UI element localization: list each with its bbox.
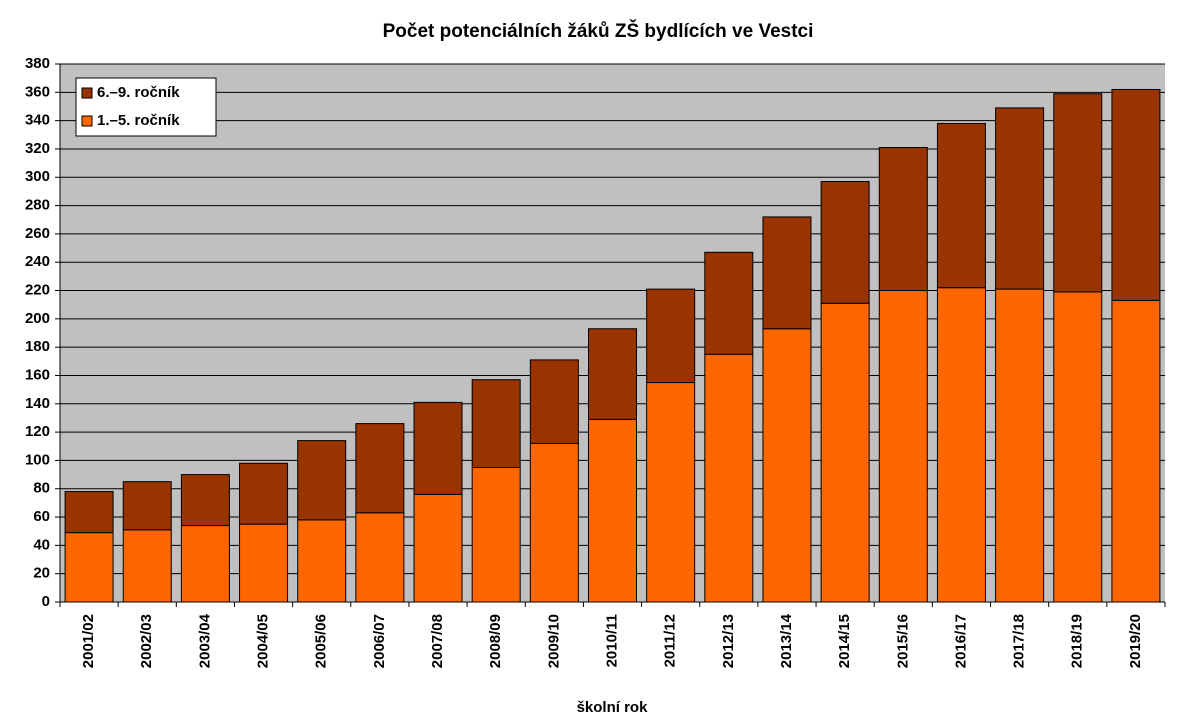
legend-swatch	[81, 115, 93, 127]
y-tick-label: 340	[25, 112, 50, 129]
x-tick-label: 2014/15	[836, 614, 853, 668]
bar	[355, 423, 405, 514]
bar	[355, 512, 405, 603]
bar	[995, 107, 1045, 290]
y-tick-label: 240	[25, 253, 50, 270]
y-tick-label: 140	[25, 395, 50, 412]
bar	[820, 302, 870, 603]
y-tick-label: 160	[25, 366, 50, 383]
y-tick-label: 80	[33, 480, 50, 497]
x-tick-label: 2019/20	[1127, 614, 1144, 668]
bar	[704, 251, 754, 355]
bar	[529, 442, 579, 603]
legend-label: 1.–5. ročník	[97, 112, 180, 129]
x-tick-label: 2008/09	[487, 614, 504, 668]
x-tick-label: 2007/08	[429, 614, 446, 668]
bar	[239, 523, 289, 603]
chart-title: Počet potenciálních žáků ZŠ bydlících ve…	[383, 20, 814, 42]
x-tick-label: 2004/05	[255, 614, 272, 668]
bar	[413, 493, 463, 603]
bar	[413, 401, 463, 495]
bar	[995, 288, 1045, 603]
x-tick-label: 2015/16	[894, 614, 911, 668]
y-tick-label: 360	[25, 83, 50, 100]
bar	[1053, 291, 1103, 603]
bar	[529, 359, 579, 444]
bar	[1111, 88, 1161, 301]
x-tick-label: 2010/11	[603, 614, 620, 667]
y-tick-label: 180	[25, 338, 50, 355]
legend-swatch	[81, 87, 93, 99]
bar	[122, 529, 172, 603]
bar	[936, 287, 986, 603]
bar	[936, 122, 986, 289]
x-tick-label: 2006/07	[371, 614, 388, 668]
y-tick-label: 120	[25, 423, 50, 440]
bar	[704, 353, 754, 603]
bar	[878, 290, 928, 603]
x-tick-label: 2018/19	[1069, 614, 1086, 668]
bar	[297, 440, 347, 521]
y-tick-label: 20	[33, 565, 50, 582]
bar	[64, 491, 114, 534]
y-tick-label: 200	[25, 310, 50, 327]
x-tick-label: 2013/14	[778, 613, 795, 668]
y-tick-label: 380	[25, 55, 50, 72]
y-tick-label: 60	[33, 508, 50, 525]
bar	[122, 481, 172, 531]
x-tick-label: 2011/12	[662, 614, 679, 667]
x-tick-label: 2017/18	[1011, 614, 1028, 668]
x-tick-label: 2012/13	[720, 614, 737, 668]
bar	[588, 328, 637, 420]
y-tick-label: 280	[25, 197, 50, 214]
bar	[471, 467, 521, 603]
bar	[762, 328, 812, 603]
x-tick-label: 2001/02	[80, 614, 97, 668]
legend-label: 6.–9. ročník	[97, 84, 180, 101]
x-tick-label: 2005/06	[313, 614, 330, 668]
x-tick-label: 2016/17	[952, 614, 969, 668]
bar	[820, 181, 870, 304]
bar	[646, 382, 696, 603]
x-tick-label: 2002/03	[138, 614, 155, 668]
bar	[646, 288, 696, 384]
x-tick-label: 2009/10	[545, 614, 562, 668]
bar	[878, 147, 928, 292]
bar	[180, 474, 230, 527]
x-axis-label: školní rok	[577, 699, 649, 716]
y-tick-label: 40	[33, 536, 50, 553]
bar	[297, 519, 347, 603]
y-tick-label: 300	[25, 168, 50, 185]
bar	[239, 462, 289, 525]
bar	[471, 379, 521, 468]
bar	[64, 532, 114, 603]
y-tick-label: 220	[25, 281, 50, 298]
bar	[1111, 299, 1161, 603]
legend-box	[75, 77, 217, 137]
bar	[180, 525, 230, 603]
y-tick-label: 0	[42, 593, 50, 610]
bar	[1053, 93, 1103, 293]
y-tick-label: 100	[25, 451, 50, 468]
bar	[588, 418, 637, 603]
y-tick-label: 260	[25, 225, 50, 242]
x-tick-label: 2003/04	[196, 613, 213, 668]
y-tick-label: 320	[25, 140, 50, 157]
bar	[762, 216, 812, 330]
